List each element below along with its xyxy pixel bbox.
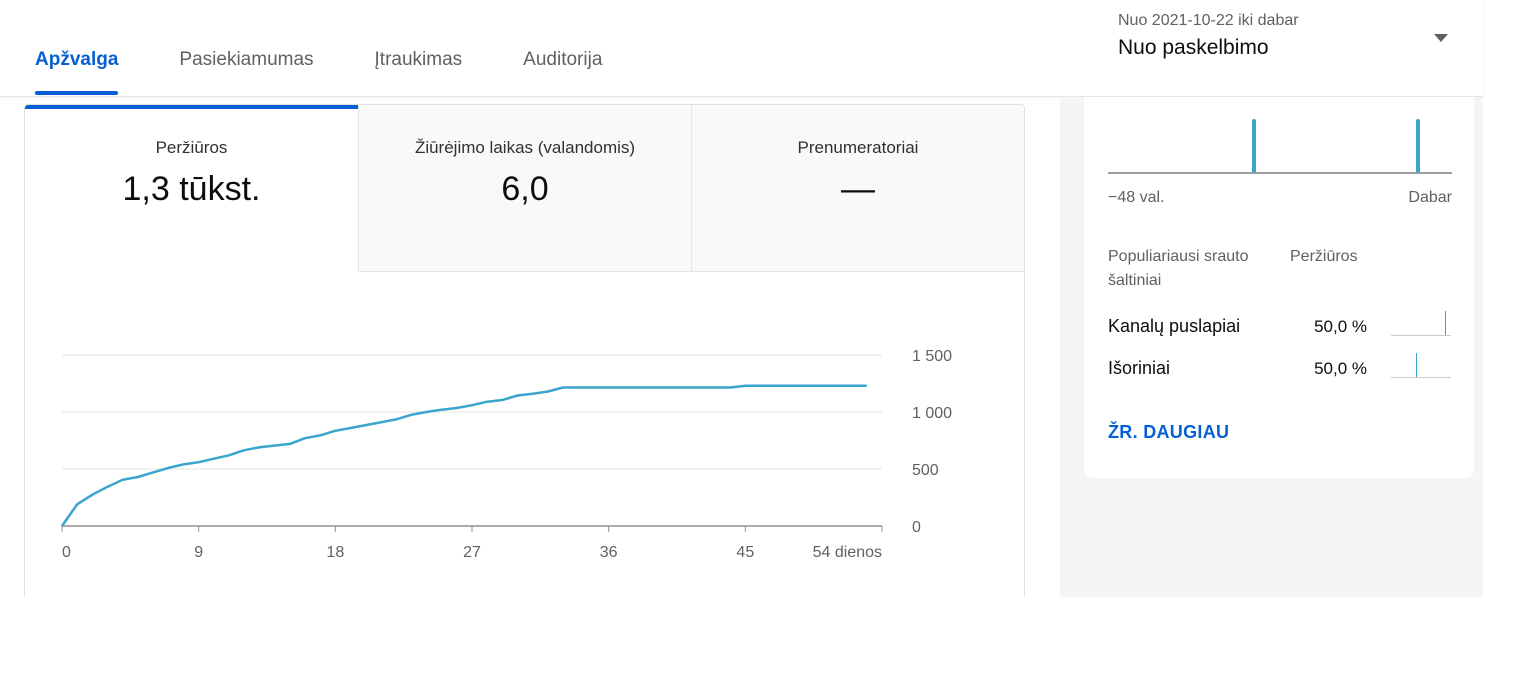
views-line-chart[interactable]: 0 500 1 000 1 500 0 9 18 27 36 45 54 dienos	[25, 272, 1024, 598]
metric-label: Peržiūros	[155, 138, 228, 157]
x-tick-label: 36	[600, 544, 618, 561]
sparkline-bar	[1445, 311, 1446, 335]
sources-header-name: Populiariausi srauto šaltiniai	[1108, 248, 1249, 289]
x-tick-label: 45	[736, 544, 754, 561]
realtime-right-label: Dabar	[1408, 189, 1452, 206]
x-tick-label: 18	[326, 544, 344, 561]
analytics-tabs: Apžvalga Pasiekiamumas Įtraukimas Audito…	[35, 0, 663, 96]
metric-label: Žiūrėjimo laikas (valandomis)	[414, 138, 636, 157]
realtime-axis	[1108, 172, 1452, 174]
metric-value: 6,0	[501, 170, 549, 208]
metric-value: 1,3 tūkst.	[122, 170, 261, 208]
tab-overview[interactable]: Apžvalga	[35, 0, 119, 96]
y-tick-label: 0	[912, 519, 921, 536]
y-tick-label: 1 500	[912, 348, 952, 365]
series-line-views	[60, 384, 867, 527]
date-range-selector[interactable]: Nuo 2021-10-22 iki dabar Nuo paskelbimo	[1118, 12, 1458, 72]
y-tick-label: 500	[912, 462, 939, 479]
page-bottom-blank	[0, 597, 1516, 674]
source-value: 50,0 %	[1314, 317, 1367, 336]
tab-reach[interactable]: Pasiekiamumas	[179, 49, 314, 70]
metric-value: —	[841, 170, 875, 208]
source-name[interactable]: Išoriniai	[1108, 358, 1171, 378]
x-tick-label: 9	[194, 544, 203, 561]
source-sparkline	[1391, 310, 1451, 336]
realtime-spike	[1252, 119, 1256, 173]
overview-card: Peržiūros 1,3 tūkst. Žiūrėjimo laikas (v…	[24, 104, 1025, 598]
sources-header-value: Peržiūros	[1290, 248, 1358, 265]
source-value: 50,0 %	[1314, 359, 1367, 378]
tab-audience[interactable]: Auditorija	[523, 49, 603, 70]
date-range-selected: Nuo paskelbimo	[1118, 36, 1269, 59]
x-tick-label: 0	[62, 544, 71, 561]
x-tick-label: 27	[463, 544, 481, 561]
metric-tab-watch-time[interactable]: Žiūrėjimo laikas (valandomis) 6,0	[358, 105, 691, 272]
sparkline-bar	[1416, 353, 1417, 377]
realtime-left-label: −48 val.	[1108, 189, 1165, 206]
y-tick-label: 1 000	[912, 405, 952, 422]
realtime-card: −48 val. Dabar Populiariausi srauto šalt…	[1084, 97, 1474, 478]
metric-tab-subscribers[interactable]: Prenumeratoriai —	[691, 105, 1024, 272]
metric-tab-views[interactable]: Peržiūros 1,3 tūkst.	[25, 105, 358, 272]
metric-label: Prenumeratoriai	[797, 138, 919, 157]
caret-down-icon[interactable]	[1434, 34, 1448, 42]
top-header: Apžvalga Pasiekiamumas Įtraukimas Audito…	[0, 0, 1483, 97]
realtime-spike	[1416, 119, 1420, 173]
metric-tabs: Peržiūros 1,3 tūkst. Žiūrėjimo laikas (v…	[25, 105, 1024, 272]
tab-engagement[interactable]: Įtraukimas	[374, 49, 463, 70]
source-sparkline	[1391, 352, 1451, 378]
see-more-link[interactable]: ŽR. DAUGIAU	[1108, 422, 1230, 442]
x-tick-label: 54 dienos	[813, 544, 882, 561]
source-name[interactable]: Kanalų puslapiai	[1108, 316, 1241, 336]
date-range-subtitle: Nuo 2021-10-22 iki dabar	[1118, 12, 1299, 29]
